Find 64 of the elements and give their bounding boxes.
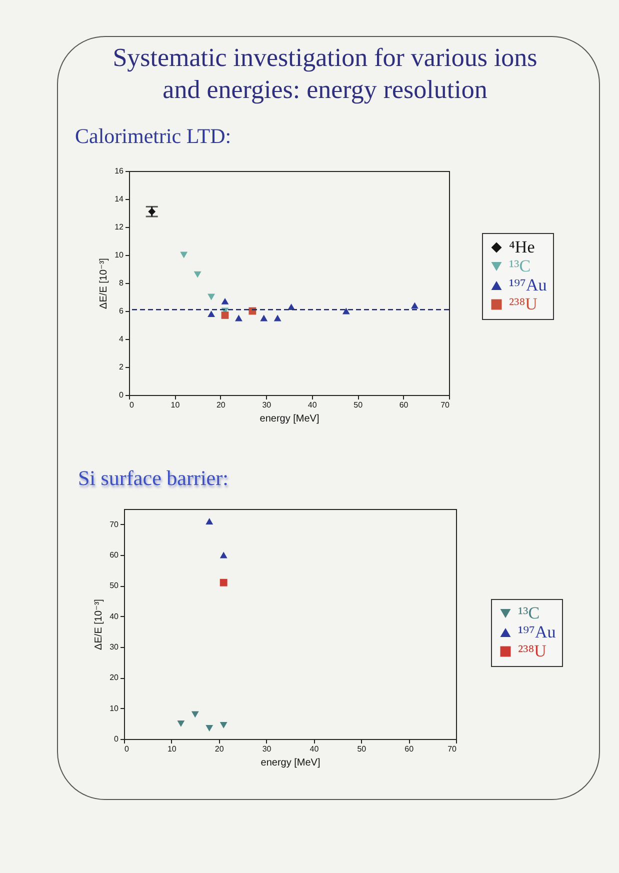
point [342, 308, 350, 314]
point [220, 722, 228, 728]
x-tick-label: 40 [308, 400, 318, 410]
y-tick-label: 10 [114, 250, 124, 260]
y-tick-label: 8 [119, 278, 124, 288]
x-tick-label: 0 [130, 400, 134, 410]
y-tick-label: 4 [119, 334, 124, 344]
y-tick-label: 60 [110, 550, 120, 560]
x-tick-label: 20 [216, 400, 226, 410]
chart-title: Si surface barrier: [78, 466, 228, 491]
point [208, 310, 215, 318]
y-tick-label: 50 [110, 581, 120, 590]
point [220, 578, 228, 586]
x-axis-title: energy [MeV] [260, 758, 320, 768]
y-axis-title: ΔE/E [10⁻³] [98, 258, 110, 309]
y-tick-label: 10 [110, 704, 120, 713]
point [206, 518, 214, 524]
y-tick-label: 6 [119, 306, 124, 316]
x-axis-title: energy [MeV] [260, 414, 320, 424]
x-tick-label: 70 [448, 744, 458, 754]
x-tick-label: 20 [214, 744, 224, 754]
y-tick-label: 0 [119, 390, 124, 400]
y-tick-label: 16 [114, 166, 124, 176]
y-tick-label: 20 [110, 673, 120, 682]
x-tick-label: 60 [399, 400, 409, 410]
x-tick-label: 50 [357, 744, 367, 754]
point [191, 711, 199, 718]
point [411, 302, 418, 309]
point [177, 720, 185, 727]
legend-label: ¹³C [518, 604, 540, 622]
y-tick-label: 2 [119, 362, 124, 372]
legend-label: ²³⁸U [509, 294, 538, 314]
point [220, 552, 228, 558]
point [260, 314, 268, 322]
point [180, 252, 188, 258]
point [221, 298, 229, 304]
y-tick-label: 12 [114, 222, 124, 232]
point [194, 271, 202, 278]
point [221, 311, 229, 319]
chart-subtitle: Calorimetric LTD: [75, 124, 232, 149]
x-tick-label: 10 [167, 744, 177, 754]
legend-label: ¹⁹⁷Au [509, 276, 548, 294]
chart-title: Systematic investigation for various ions and energies: energy resolution [112, 42, 538, 106]
x-tick-label: 40 [310, 744, 320, 754]
x-tick-label: 30 [262, 744, 272, 754]
point [274, 314, 282, 322]
y-tick-label: 0 [114, 734, 120, 744]
x-tick-label: 60 [404, 744, 414, 754]
y-tick-label: 70 [110, 520, 120, 529]
point [235, 314, 242, 322]
y-tick-label: 14 [114, 194, 124, 204]
y-tick-label: 40 [110, 612, 120, 621]
y-axis-title: ΔE/E [10⁻³] [94, 598, 105, 650]
x-tick-label: 10 [170, 400, 180, 410]
x-tick-label: 30 [262, 400, 272, 410]
legend-label: ²³⁸U [518, 642, 546, 660]
y-tick-label: 30 [110, 642, 120, 652]
legend-label: ¹³C [509, 256, 531, 276]
legend-label: ¹⁹⁷Au [518, 622, 556, 642]
x-tick-label: 50 [354, 400, 364, 410]
point [206, 725, 214, 732]
legend-label: ⁴He [509, 238, 535, 256]
x-tick-label: 70 [440, 400, 450, 410]
point [208, 294, 215, 300]
